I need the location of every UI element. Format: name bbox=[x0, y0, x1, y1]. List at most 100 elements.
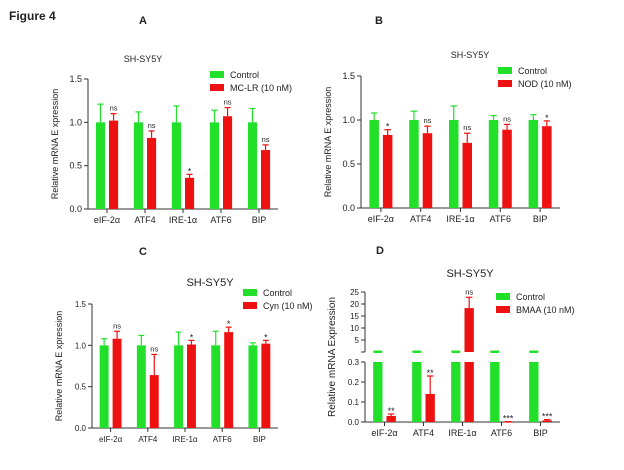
bar-control bbox=[369, 120, 379, 208]
significance-label: * bbox=[188, 166, 192, 176]
bar-treatment bbox=[464, 362, 474, 422]
y-tick-label: 0.5 bbox=[75, 383, 87, 392]
x-tick-label: IRE-1α bbox=[448, 428, 476, 438]
figure-title: Figure 4 bbox=[9, 9, 56, 23]
panel-letter: A bbox=[139, 15, 147, 27]
bar-control bbox=[528, 120, 539, 208]
legend-swatch-control bbox=[243, 289, 257, 296]
bar-treatment bbox=[261, 150, 271, 209]
bar-control bbox=[409, 120, 419, 208]
significance-label: ns bbox=[113, 321, 121, 330]
chart-title: SH-SY5Y bbox=[186, 277, 234, 289]
bar-treatment bbox=[224, 332, 234, 428]
significance-label: ** bbox=[427, 368, 435, 378]
x-tick-label: ATF4 bbox=[413, 428, 434, 438]
bar-treatment bbox=[223, 116, 233, 209]
significance-label: ns bbox=[262, 135, 270, 144]
bar-control bbox=[209, 122, 219, 209]
bar-treatment bbox=[542, 420, 552, 422]
legend-swatch-treatment bbox=[496, 306, 510, 313]
y-tick-label: 1.5 bbox=[342, 71, 355, 81]
y-tick-label: 10 bbox=[350, 324, 359, 333]
x-tick-label: IRE-1α bbox=[446, 214, 474, 224]
bar-control bbox=[174, 345, 183, 428]
significance-label: * bbox=[264, 332, 268, 342]
significance-label: ns bbox=[463, 123, 471, 132]
y-tick-label: 1.0 bbox=[69, 117, 82, 127]
bar-control-cap bbox=[529, 350, 539, 353]
bar-treatment bbox=[425, 394, 435, 422]
y-tick-label: 15 bbox=[350, 312, 359, 321]
panel-c: C SH-SY5Y 0.0 0.5 1.0 1.5 Relative mRNA E xpre… bbox=[54, 246, 313, 444]
x-tick-label: eIF-2α bbox=[368, 214, 394, 224]
significance-label: ** bbox=[388, 406, 396, 416]
significance-label: ns bbox=[110, 104, 118, 113]
x-tick-label: BIP bbox=[533, 428, 548, 438]
legend-swatch-treatment bbox=[243, 302, 257, 309]
legend-swatch-treatment bbox=[498, 80, 512, 87]
bar-control bbox=[211, 345, 221, 428]
x-tick-label: BIP bbox=[252, 215, 267, 225]
x-tick-label: ATF4 bbox=[138, 435, 158, 444]
bar-treatment bbox=[185, 177, 195, 209]
x-tick-label: IRE-1α bbox=[169, 215, 197, 225]
y-tick-label: 0.5 bbox=[342, 159, 355, 169]
chart-title: SH-SY5Y bbox=[451, 50, 490, 60]
y-axis-label: Relative mRNA Expression bbox=[327, 297, 338, 417]
bar-treatment-upper bbox=[464, 308, 474, 352]
significance-label: * bbox=[386, 122, 390, 132]
y-tick-label: 5 bbox=[355, 336, 360, 345]
bar-treatment bbox=[187, 344, 196, 428]
panel-d: D SH-SY5Y 0.0 0.1 0.2 0.3 5 10 15 20 25 Relative mR… bbox=[327, 245, 575, 438]
significance-label: * bbox=[190, 332, 194, 342]
legend-label-treatment: Cyn (10 nM) bbox=[263, 301, 313, 311]
legend-label-control: Control bbox=[516, 292, 545, 302]
bar-control bbox=[95, 122, 105, 209]
x-tick-label: ATF6 bbox=[210, 215, 231, 225]
y-tick-label: 0.0 bbox=[348, 418, 360, 427]
y-tick-label: 1.0 bbox=[75, 341, 87, 350]
legend-label-control: Control bbox=[230, 70, 259, 80]
bar-control bbox=[529, 362, 539, 422]
significance-label: ns bbox=[150, 344, 158, 353]
bar-treatment bbox=[422, 133, 433, 208]
significance-label: *** bbox=[542, 412, 553, 422]
legend-label-control: Control bbox=[518, 66, 547, 76]
legend-swatch-treatment bbox=[210, 84, 224, 91]
x-tick-label: ATF6 bbox=[491, 428, 512, 438]
legend-label-treatment: NOD (10 nM) bbox=[518, 79, 572, 89]
bar-treatment bbox=[462, 142, 472, 208]
significance-label: ns bbox=[148, 121, 156, 130]
significance-label: ns bbox=[465, 287, 473, 296]
bar-treatment bbox=[109, 120, 119, 209]
bar-control-cap bbox=[451, 350, 461, 353]
y-tick-label: 0.5 bbox=[69, 161, 82, 171]
panel-letter: C bbox=[139, 246, 147, 258]
bar-treatment bbox=[147, 137, 157, 209]
bar-treatment bbox=[382, 134, 393, 208]
bar-control bbox=[247, 122, 257, 209]
bar-control bbox=[133, 122, 143, 209]
x-tick-label: BIP bbox=[533, 214, 548, 224]
bar-control bbox=[412, 362, 422, 422]
legend-swatch-control bbox=[496, 293, 510, 300]
panel-letter: B bbox=[375, 15, 383, 27]
legend-label-treatment: BMAA (10 nM) bbox=[516, 305, 575, 315]
bar-control bbox=[248, 345, 258, 428]
significance-label: ns bbox=[503, 114, 511, 123]
x-tick-label: ATF6 bbox=[213, 435, 233, 444]
y-axis-label: Relative mRNA E xpression bbox=[50, 89, 60, 200]
y-tick-label: 0.0 bbox=[75, 424, 87, 433]
x-tick-label: IRE-1α bbox=[172, 435, 197, 444]
bar-control bbox=[136, 345, 146, 428]
bar-control bbox=[488, 120, 499, 208]
bar-control bbox=[449, 120, 459, 208]
x-tick-label: ATF4 bbox=[410, 214, 431, 224]
y-tick-label: 1.5 bbox=[69, 74, 82, 84]
bar-treatment bbox=[502, 129, 512, 208]
panel-letter: D bbox=[376, 245, 384, 257]
bar-control bbox=[451, 362, 461, 422]
x-tick-label: ATF4 bbox=[134, 215, 155, 225]
x-tick-label: BIP bbox=[253, 435, 266, 444]
